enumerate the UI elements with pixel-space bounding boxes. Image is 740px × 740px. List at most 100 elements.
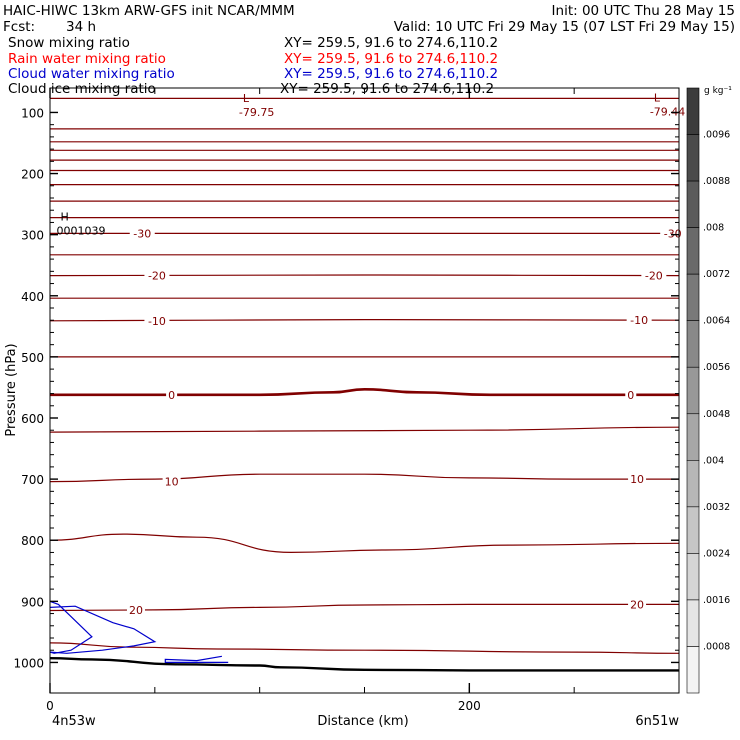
- colorbar-level-label: .0048: [703, 409, 730, 420]
- contour-label-bg: [626, 314, 652, 327]
- extremum-l-marker: L: [654, 92, 661, 105]
- contour-label-bg: [162, 475, 181, 488]
- y-tick-label: 500: [21, 351, 44, 365]
- extremum-h-marker: H: [60, 211, 68, 224]
- terrain-surface-line: [50, 657, 679, 672]
- terrain-line: [50, 657, 679, 672]
- colorbar-level-label: .0024: [703, 548, 730, 559]
- contour-label: 10: [165, 476, 179, 489]
- contour-label-bg: [628, 598, 647, 611]
- isotherm-line-0: [50, 387, 679, 397]
- contour-label: 20: [630, 598, 644, 611]
- legend-cloud-water-label: Cloud water mixing ratio: [8, 66, 175, 82]
- contour-label: -30: [133, 227, 151, 240]
- y-tick-label: 300: [21, 229, 44, 243]
- contour-label: 10: [630, 473, 644, 486]
- contour-label-bg: [144, 269, 170, 282]
- x-tick-label: 0: [46, 699, 54, 713]
- colorbar-box: [686, 134, 700, 182]
- y-tick-label: 700: [21, 473, 44, 487]
- colorbar-level-label: .0008: [703, 641, 730, 652]
- contour-label-bg: [129, 227, 155, 240]
- isotherm-line--20: [50, 274, 679, 277]
- header-fcst-label: Fcst:: [3, 19, 35, 35]
- colorbar-level-label: .0056: [703, 362, 730, 373]
- legend-cloud-ice-label: Cloud ice mixing ratio: [8, 81, 156, 97]
- contour-label: 0: [168, 389, 175, 402]
- cloud-water-contour-1: [50, 605, 157, 654]
- y-tick-label: 1000: [13, 656, 44, 670]
- y-tick-label: 400: [21, 290, 44, 304]
- y-tick-label: 600: [21, 412, 44, 426]
- colorbar-box: [686, 320, 700, 368]
- isotherm-line-10: [50, 473, 679, 483]
- colorbar-level-label: .0016: [703, 595, 730, 606]
- x-tick-label: 200: [458, 699, 481, 713]
- contour-label: 20: [129, 604, 143, 617]
- colorbar-box: [686, 366, 700, 415]
- cloud-water-contour-2: [164, 655, 229, 663]
- colorbar-units: g kg⁻¹: [704, 86, 732, 96]
- contour-label: -20: [148, 270, 166, 283]
- contour-label: -30: [664, 227, 682, 240]
- colorbar-level-label: .0064: [703, 316, 730, 327]
- legend-cloud-water-xy: XY= 259.5, 91.6 to 274.6,110.2: [284, 66, 498, 82]
- isotherm-line-unlabeled-16: [50, 426, 679, 433]
- legend-rain-label: Rain water mixing ratio: [8, 51, 166, 67]
- colorbar-level-label: .0032: [703, 502, 730, 513]
- contour-label-bg: [144, 314, 170, 327]
- x-axis-title: Distance (km): [317, 714, 408, 729]
- header-title: HAIC-HIWC 13km ARW-GFS init NCAR/MMM: [3, 3, 295, 19]
- colorbar-level-label: .0072: [703, 269, 730, 280]
- extremum-value: -79.75: [239, 106, 274, 119]
- contour-label: -10: [148, 315, 166, 328]
- contour-label: -10: [630, 314, 648, 327]
- y-tick-label: 200: [21, 168, 44, 182]
- colorbar-box: [686, 227, 700, 275]
- y-tick-label: 900: [21, 595, 44, 609]
- cloud-water-contour-0: [50, 600, 93, 654]
- colorbar-box: [686, 599, 700, 647]
- contour-label-bg: [126, 603, 145, 616]
- colorbar-level-label: .0088: [703, 176, 730, 187]
- colorbar-box: [686, 646, 700, 694]
- y-tick-label: 800: [21, 534, 44, 548]
- y-tick-label: 100: [21, 106, 44, 120]
- contour-label-bg: [166, 388, 178, 401]
- colorbar-box: [686, 553, 700, 601]
- contour-label-bg: [625, 388, 637, 401]
- colorbar-box: [686, 460, 700, 508]
- y-axis-title: Pressure (hPa): [4, 343, 19, 436]
- colorbar-box: [686, 273, 700, 321]
- extremum-l-marker: L: [243, 92, 250, 105]
- header: HAIC-HIWC 13km ARW-GFS init NCAR/MMM Ini…: [3, 3, 735, 35]
- colorbar-box: [686, 506, 700, 554]
- colorbar-level-label: .004: [703, 455, 724, 466]
- contour-label: 0: [627, 389, 634, 402]
- endpoint-left-label: 4n53w: [52, 714, 96, 729]
- cloud-water-contours: [50, 600, 229, 663]
- field-legend: Snow mixing ratio XY= 259.5, 91.6 to 274…: [8, 35, 498, 97]
- colorbar-box: [686, 87, 700, 135]
- isotherm-contours: [50, 97, 679, 654]
- contour-label-bg: [641, 269, 667, 282]
- colorbar-box: [686, 180, 700, 228]
- legend-snow-xy: XY= 259.5, 91.6 to 274.6,110.2: [284, 35, 498, 51]
- contour-label-bg: [628, 473, 647, 486]
- header-valid: Valid: 10 UTC Fri 29 May 15 (07 LST Fri …: [394, 19, 735, 35]
- legend-cloud-ice-xy: XY= 259.5, 91.6 to 274.6,110.2: [280, 81, 494, 97]
- isotherm-line--10: [50, 318, 679, 322]
- colorbar-level-label: .008: [703, 223, 724, 234]
- legend-rain-xy: XY= 259.5, 91.6 to 274.6,110.2: [284, 51, 498, 67]
- header-fcst-value: 34 h: [66, 19, 96, 35]
- isotherm-line-20: [50, 603, 679, 612]
- contour-labels: -30 -30 -20 -20 -10 -10 0 0 10 10 20 20: [126, 227, 686, 617]
- endpoint-right-label: 6n51w: [635, 714, 679, 729]
- isotherm-line-unlabeled-20: [50, 642, 679, 654]
- colorbar-box: [686, 413, 700, 461]
- colorbar-level-label: .0096: [703, 130, 730, 141]
- contour-label: -20: [645, 270, 663, 283]
- header-init: Init: 00 UTC Thu 28 May 15: [552, 3, 735, 19]
